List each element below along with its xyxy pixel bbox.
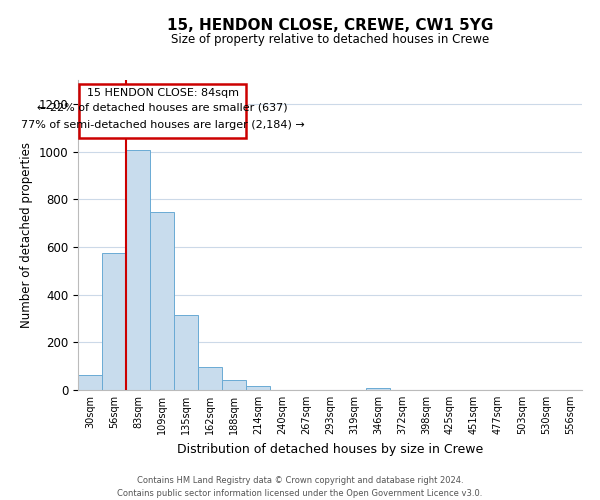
Text: Size of property relative to detached houses in Crewe: Size of property relative to detached ho… <box>171 32 489 46</box>
X-axis label: Distribution of detached houses by size in Crewe: Distribution of detached houses by size … <box>177 442 483 456</box>
Bar <box>246 386 270 390</box>
Text: 15 HENDON CLOSE: 84sqm: 15 HENDON CLOSE: 84sqm <box>86 88 239 98</box>
Bar <box>198 368 222 390</box>
Text: Contains HM Land Registry data © Crown copyright and database right 2024.
Contai: Contains HM Land Registry data © Crown c… <box>118 476 482 498</box>
Bar <box>78 374 102 390</box>
Text: 77% of semi-detached houses are larger (2,184) →: 77% of semi-detached houses are larger (… <box>21 120 304 130</box>
Bar <box>126 150 150 390</box>
Text: ← 22% of detached houses are smaller (637): ← 22% of detached houses are smaller (63… <box>37 102 288 113</box>
Bar <box>222 380 246 390</box>
Y-axis label: Number of detached properties: Number of detached properties <box>20 142 33 328</box>
Bar <box>102 253 126 390</box>
FancyBboxPatch shape <box>79 84 246 138</box>
Text: 15, HENDON CLOSE, CREWE, CW1 5YG: 15, HENDON CLOSE, CREWE, CW1 5YG <box>167 18 493 32</box>
Bar <box>366 388 390 390</box>
Bar <box>150 212 174 390</box>
Bar <box>174 315 198 390</box>
